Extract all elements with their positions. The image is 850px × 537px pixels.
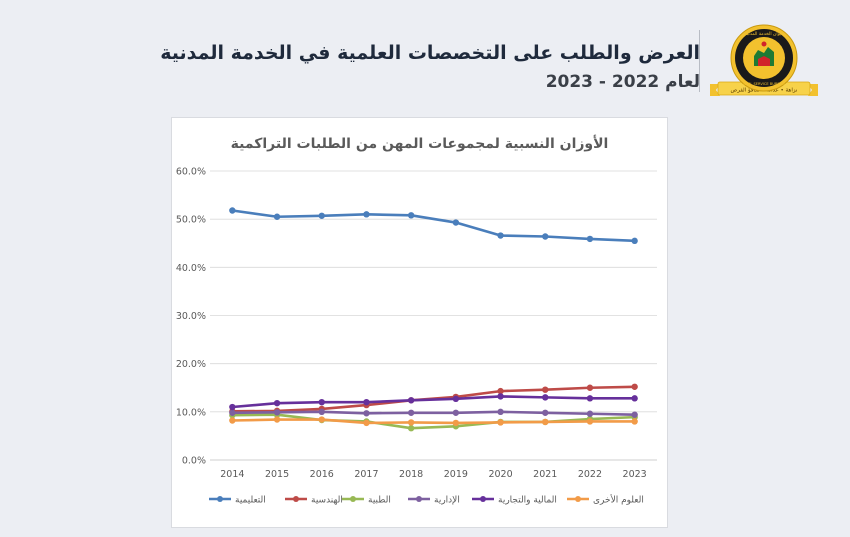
civil-service-logo: نزاهة • عدالة • تكافؤ الفرص ديوان الخدمة…	[710, 24, 818, 96]
data-point	[542, 409, 549, 416]
y-tick-label: 20.0%	[176, 359, 206, 370]
y-tick-label: 60.0%	[176, 167, 206, 178]
legend-marker	[217, 496, 223, 502]
data-point	[407, 212, 415, 219]
legend-marker	[416, 496, 422, 502]
legend-marker	[575, 496, 581, 502]
data-point	[497, 393, 504, 400]
data-point	[542, 233, 549, 240]
data-point	[407, 397, 415, 404]
data-point	[542, 418, 549, 426]
data-point	[407, 419, 415, 426]
x-tick-label: 2023	[623, 469, 647, 480]
page-title: العرض والطلب على التخصصات العلمية في الخ…	[160, 42, 700, 64]
x-tick-label: 2019	[444, 469, 468, 480]
legend-label: التعليمية	[235, 496, 266, 506]
y-tick-label: 50.0%	[176, 215, 206, 226]
data-point	[631, 237, 638, 245]
data-point	[631, 395, 638, 402]
data-point	[318, 416, 325, 423]
legend-label: المالية والتجارية	[498, 496, 557, 506]
series-line-5	[232, 395, 635, 409]
data-point	[452, 395, 460, 403]
data-point	[229, 409, 236, 416]
y-tick-label: 40.0%	[176, 263, 206, 274]
data-point	[586, 384, 594, 391]
legend-marker	[293, 496, 299, 502]
data-point	[273, 213, 281, 220]
data-point	[318, 212, 325, 219]
svg-text:ديوان الخدمة المدنية: ديوان الخدمة المدنية	[745, 32, 783, 37]
data-point	[363, 399, 370, 406]
line-chart: 0.0% 10.0% 20.0% 30.0% 40.0% 50.0% 60.0% 2014 20…	[176, 167, 657, 506]
legend-label: الهندسية	[311, 496, 343, 506]
legend-marker	[350, 496, 356, 502]
header-divider	[699, 30, 700, 92]
data-point	[363, 410, 370, 417]
data-point	[586, 395, 594, 402]
data-point	[452, 219, 460, 226]
series-line-4	[232, 410, 635, 417]
data-point	[631, 411, 638, 418]
legend-label: العلوم الأخرى	[593, 494, 644, 506]
x-tick-label: 2016	[310, 469, 334, 480]
series-line-6	[232, 418, 635, 425]
data-point	[497, 387, 504, 395]
legend-label: الطبية	[368, 496, 391, 506]
data-point	[229, 403, 236, 411]
data-point	[542, 386, 549, 393]
data-point	[363, 419, 370, 427]
series-line-1	[232, 209, 635, 243]
data-point	[318, 399, 325, 406]
data-point	[452, 409, 460, 416]
y-tick-label: 10.0%	[176, 407, 206, 418]
data-point	[452, 419, 460, 427]
data-point	[407, 425, 415, 432]
data-point	[631, 383, 638, 390]
legend-marker	[480, 496, 486, 502]
data-point	[497, 232, 504, 239]
data-point	[586, 410, 594, 417]
x-tick-label: 2022	[578, 469, 602, 480]
data-point	[631, 418, 638, 425]
data-point	[586, 418, 594, 425]
data-point	[229, 207, 236, 214]
data-point	[318, 408, 325, 416]
data-point	[497, 419, 504, 426]
x-tick-label: 2018	[399, 469, 423, 480]
y-tick-label: 30.0%	[176, 311, 206, 322]
svg-text:CIVIL SERVICE BUREAU: CIVIL SERVICE BUREAU	[743, 82, 785, 86]
data-point	[273, 399, 281, 407]
chart-title: الأوزان النسبية لمجموعات المهن من الطلبا…	[230, 136, 609, 152]
data-point	[497, 408, 504, 416]
data-point	[273, 409, 281, 416]
x-tick-label: 2014	[220, 469, 244, 480]
data-point	[542, 394, 549, 401]
x-tick-label: 2015	[265, 469, 289, 480]
chart-card: الأوزان النسبية لمجموعات المهن من الطلبا…	[171, 117, 668, 528]
data-point	[407, 409, 415, 416]
data-point	[363, 211, 370, 218]
legend-label: الإدارية	[434, 496, 460, 506]
page-subtitle: لعام 2022 - 2023	[545, 72, 700, 92]
data-point	[273, 416, 281, 423]
x-tick-label: 2020	[488, 469, 512, 480]
data-point	[229, 417, 236, 424]
page-header: العرض والطلب على التخصصات العلمية في الخ…	[0, 0, 850, 110]
y-tick-label: 0.0%	[182, 456, 206, 467]
x-tick-label: 2021	[533, 469, 557, 480]
data-point	[586, 235, 594, 243]
x-tick-label: 2017	[354, 469, 378, 480]
